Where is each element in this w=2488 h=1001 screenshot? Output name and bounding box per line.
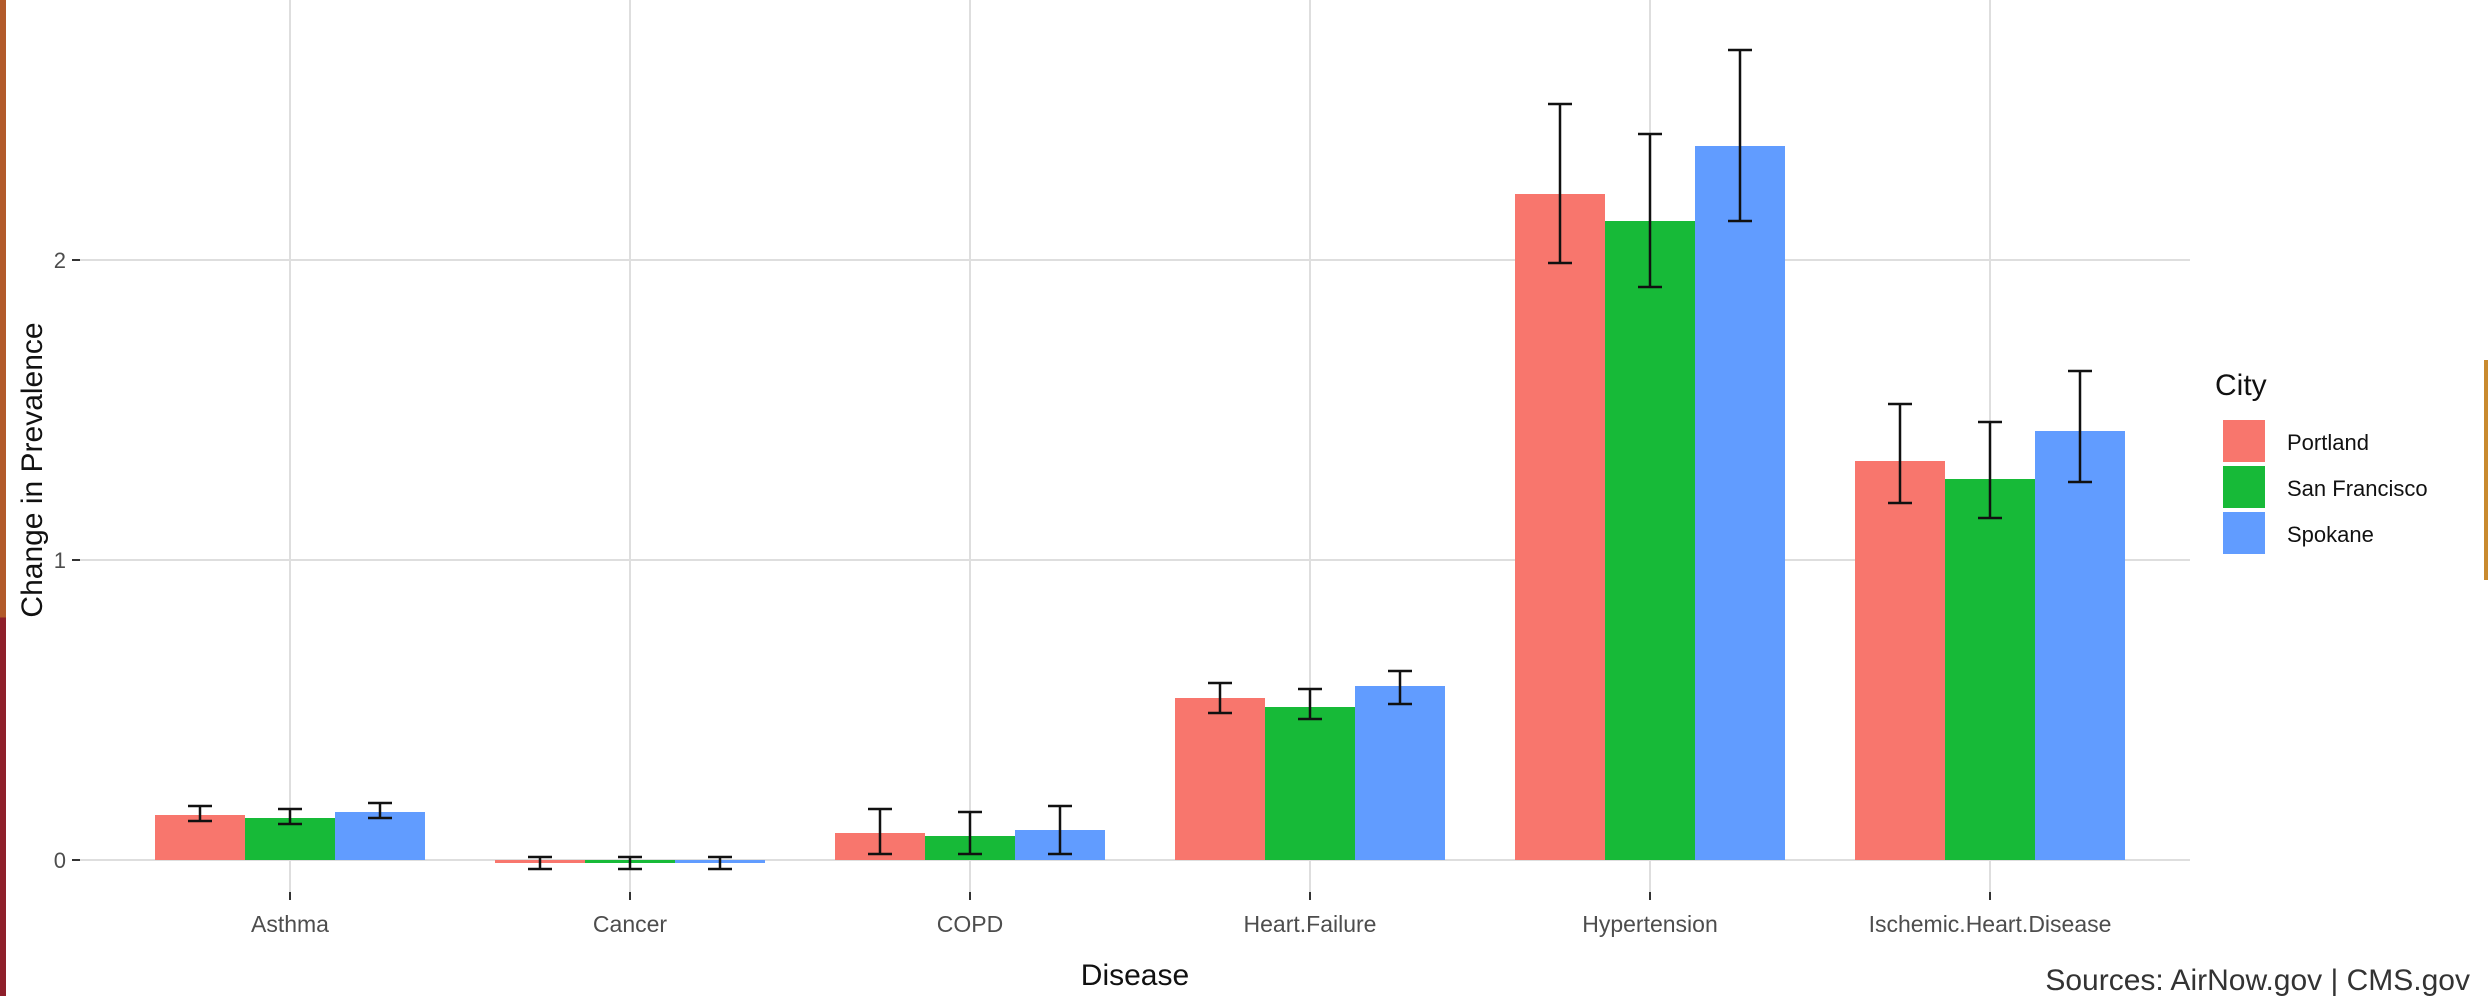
bar-spokane — [335, 812, 425, 860]
x-tick-label: Asthma — [251, 911, 329, 937]
left-edge-stripe — [0, 0, 6, 996]
x-tick-label: Heart.Failure — [1244, 911, 1377, 937]
bar-san-francisco — [1945, 479, 2035, 860]
bar-portland — [1855, 461, 1945, 860]
legend-label: Portland — [2287, 430, 2369, 455]
y-tick-label: 1 — [54, 548, 66, 573]
legend-label: San Francisco — [2287, 476, 2428, 501]
bar-san-francisco — [1265, 707, 1355, 860]
y-axis-title: Change in Prevalence — [16, 322, 49, 617]
bar-portland — [1515, 194, 1605, 860]
bar-spokane — [2035, 431, 2125, 860]
x-tick-label: Cancer — [593, 911, 667, 937]
right-edge-stripe — [2484, 360, 2488, 580]
x-axis-title: Disease — [1081, 959, 1189, 992]
legend-swatch — [2223, 466, 2265, 508]
legend-swatch — [2223, 420, 2265, 462]
bar-spokane — [1695, 146, 1785, 860]
bar-san-francisco — [1605, 221, 1695, 860]
y-tick-label: 2 — [54, 248, 66, 273]
bar-portland — [155, 815, 245, 860]
sources-footer: Sources: AirNow.gov | CMS.gov — [2045, 964, 2470, 996]
x-tick-label: Hypertension — [1582, 911, 1718, 937]
x-tick-label: Ischemic.Heart.Disease — [1869, 911, 2112, 937]
legend-swatch — [2223, 512, 2265, 554]
bar-spokane — [1355, 686, 1445, 860]
legend-title: City — [2215, 369, 2267, 402]
bar-portland — [1175, 698, 1265, 860]
legend-label: Spokane — [2287, 522, 2374, 547]
x-tick-label: COPD — [937, 911, 1003, 937]
y-tick-label: 0 — [54, 848, 66, 873]
